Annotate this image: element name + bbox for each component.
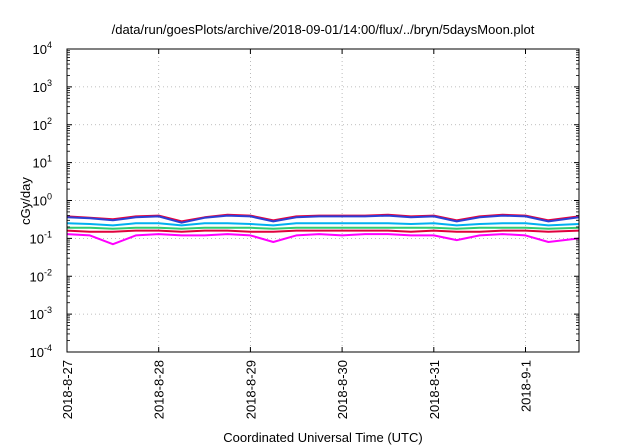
series-layer <box>66 213 580 246</box>
series-line-3 <box>67 226 580 230</box>
y-tick-label: 10-2 <box>30 267 52 284</box>
series-line-6 <box>66 214 580 224</box>
x-tick-label: 2018-9-1 <box>519 360 534 412</box>
y-tick-label: 10-3 <box>30 305 52 322</box>
x-axis: 2018-8-27 2018-8-28 2018-8-29 2018-8-30 2018… <box>60 49 534 419</box>
x-tick-label: 2018-8-29 <box>243 360 258 419</box>
chart-title: /data/run/goesPlots/archive/2018-09-01/1… <box>112 22 535 37</box>
y-tick-label: 10-4 <box>30 343 52 360</box>
x-tick-label: 2018-8-28 <box>152 360 167 419</box>
y-tick-label: 101 <box>33 154 52 171</box>
x-tick-label: 2018-8-30 <box>335 360 350 419</box>
y-tick-label: 103 <box>33 78 52 95</box>
series-line-4 <box>66 222 580 227</box>
y-tick-label: 100 <box>33 192 52 209</box>
x-axis-label: Coordinated Universal Time (UTC) <box>223 430 422 445</box>
x-tick-label: 2018-8-27 <box>60 360 75 419</box>
y-tick-label: 102 <box>33 116 52 133</box>
x-tick-label: 2018-8-31 <box>427 360 442 419</box>
y-tick-label: 10-1 <box>30 229 52 246</box>
grid <box>67 49 579 352</box>
y-tick-label: 104 <box>33 40 52 57</box>
y-axis: 104 103 102 101 100 10-1 10-2 10-3 10-4 <box>30 40 579 360</box>
y-axis-label: cGy/day <box>18 177 33 225</box>
series-line-1 <box>66 233 580 246</box>
series-line-2 <box>66 229 580 233</box>
